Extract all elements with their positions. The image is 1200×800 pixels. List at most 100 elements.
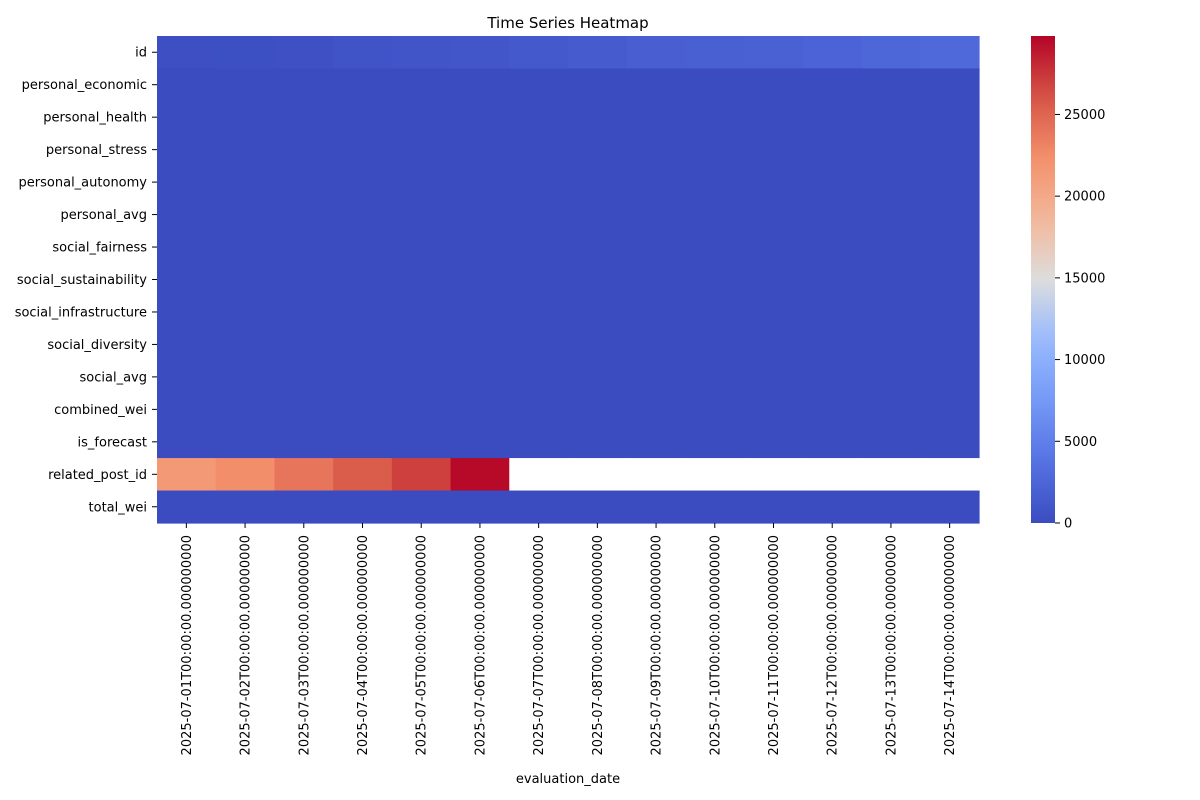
heatmap-cell (568, 458, 628, 492)
y-tick-label: personal_autonomy (19, 176, 148, 191)
heatmap-cell (509, 328, 569, 362)
heatmap-cell (685, 328, 745, 362)
heatmap-cell (450, 230, 510, 264)
y-tick-label: total_wei (89, 500, 147, 515)
heatmap-cell (509, 393, 569, 427)
heatmap-cell (626, 360, 687, 394)
heatmap-cell (333, 36, 393, 70)
heatmap-cell (391, 425, 452, 459)
heatmap-cell (333, 393, 393, 427)
heatmap-cell (391, 68, 452, 102)
heatmap-cell (391, 165, 452, 199)
heatmap-cell (215, 230, 276, 264)
heatmap-cell (861, 328, 921, 362)
heatmap-cell (568, 100, 628, 134)
heatmap-cell (333, 458, 393, 492)
heatmap-cell (685, 263, 745, 297)
heatmap-cell (274, 165, 334, 199)
heatmap-cell (861, 100, 921, 134)
heatmap-cell (744, 165, 804, 199)
heatmap-cell (450, 393, 510, 427)
heatmap-cell (626, 230, 687, 264)
heatmap-cell (861, 295, 921, 329)
heatmap-cell (568, 263, 628, 297)
heatmap-cell (333, 263, 393, 297)
x-tick-label: 2025-07-02T00:00:00.000000000 (239, 535, 254, 755)
heatmap-cell (274, 458, 334, 492)
heatmap-cell (391, 230, 452, 264)
heatmap-cell (744, 490, 804, 524)
heatmap-cell (215, 490, 276, 524)
heatmap-cell (802, 165, 863, 199)
heatmap-cell (509, 36, 569, 70)
heatmap-cell (744, 198, 804, 232)
heatmap-cell (685, 133, 745, 167)
heatmap-cell (450, 425, 510, 459)
x-axis-label: evaluation_date (516, 772, 620, 787)
heatmap-cell (744, 100, 804, 134)
x-tick-label: 2025-07-11T00:00:00.000000000 (767, 535, 782, 755)
heatmap-cell (861, 68, 921, 102)
heatmap-cell (802, 328, 863, 362)
heatmap-cell (568, 490, 628, 524)
heatmap-cell (450, 100, 510, 134)
y-tick-label: social_avg (80, 370, 147, 385)
heatmap-cell (744, 133, 804, 167)
colorbar: 0 5000 10000 15000 20000 25000 (1031, 36, 1105, 532)
heatmap-cell (157, 68, 217, 102)
heatmap-cell (861, 198, 921, 232)
heatmap-cell (861, 458, 921, 492)
heatmap-cells (157, 36, 980, 524)
heatmap-cell (157, 230, 217, 264)
heatmap-cell (626, 100, 687, 134)
x-tick-label: 2025-07-03T00:00:00.000000000 (297, 535, 312, 755)
heatmap-cell (450, 263, 510, 297)
heatmap-cell (274, 230, 334, 264)
colorbar-tick-label: 25000 (1064, 108, 1105, 123)
heatmap-cell (568, 198, 628, 232)
x-tick-label: 2025-07-09T00:00:00.000000000 (650, 535, 665, 755)
y-tick-label: is_forecast (78, 435, 147, 450)
heatmap-cell (215, 68, 276, 102)
heatmap-cell (450, 360, 510, 394)
heatmap-cell (274, 68, 334, 102)
heatmap-cell (861, 133, 921, 167)
heatmap-cell (333, 100, 393, 134)
y-tick-label: social_infrastructure (15, 305, 147, 320)
heatmap-cell (157, 165, 217, 199)
heatmap-cell (157, 328, 217, 362)
heatmap-cell (333, 490, 393, 524)
heatmap-cell (920, 198, 980, 232)
heatmap-cell (450, 490, 510, 524)
heatmap-cell (215, 328, 276, 362)
heatmap-cell (568, 393, 628, 427)
heatmap-cell (802, 393, 863, 427)
heatmap-cell (626, 393, 687, 427)
heatmap-cell (509, 165, 569, 199)
heatmap-cell (450, 133, 510, 167)
heatmap-cell (626, 165, 687, 199)
heatmap-cell (509, 263, 569, 297)
colorbar-tick-label: 5000 (1064, 435, 1097, 450)
heatmap-cell (274, 360, 334, 394)
heatmap-cell (802, 133, 863, 167)
heatmap-cell (920, 68, 980, 102)
heatmap-cell (157, 458, 217, 492)
heatmap-cell (920, 328, 980, 362)
heatmap-cell (215, 263, 276, 297)
heatmap-cell (568, 328, 628, 362)
heatmap-cell (626, 458, 687, 492)
heatmap-cell (391, 328, 452, 362)
heatmap-cell (450, 328, 510, 362)
x-tick-label: 2025-07-08T00:00:00.000000000 (591, 535, 606, 755)
heatmap-cell (274, 328, 334, 362)
heatmap-cell (215, 133, 276, 167)
colorbar-tick-label: 10000 (1064, 353, 1105, 368)
heatmap-cell (568, 425, 628, 459)
heatmap-cell (391, 393, 452, 427)
heatmap-cell (509, 360, 569, 394)
colorbar-tick-label: 20000 (1064, 190, 1105, 205)
heatmap-cell (744, 295, 804, 329)
y-tick-label: personal_health (43, 111, 147, 126)
heatmap-cell (157, 425, 217, 459)
